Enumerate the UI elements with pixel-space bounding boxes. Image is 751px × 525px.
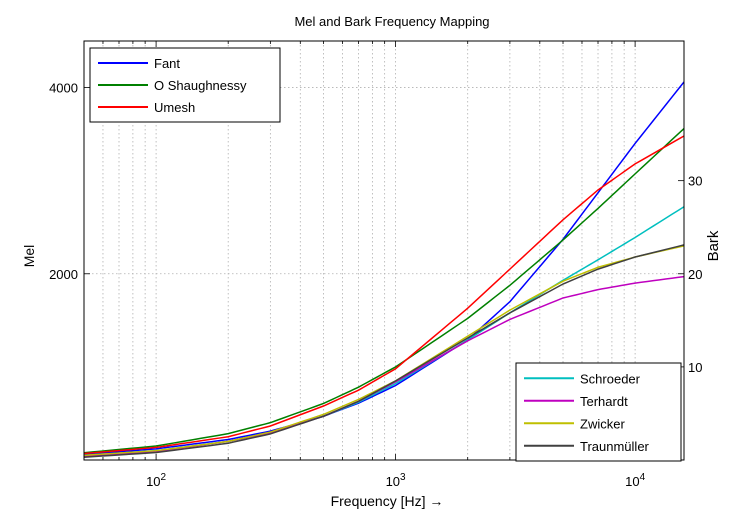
- series-line-oshaughnessy: [83, 127, 685, 454]
- legend-label: Fant: [154, 56, 180, 71]
- y-left-tick-label: 2000: [49, 267, 78, 282]
- series-lines: [83, 81, 685, 458]
- y-right-tick-label: 20: [688, 267, 702, 282]
- series-line-umesh: [83, 135, 685, 455]
- x-axis-label: Frequency [Hz] →: [331, 493, 444, 509]
- x-tick-label: 103: [386, 472, 406, 489]
- y-axis-label-right: Bark: [705, 230, 722, 261]
- chart-title: Mel and Bark Frequency Mapping: [294, 14, 489, 29]
- plot-frame: [83, 40, 685, 461]
- legend-label: Terhardt: [580, 394, 628, 409]
- tick-labels: 102 103 104 2000 4000 10 20 30: [49, 81, 702, 489]
- y-right-tick-label: 10: [688, 360, 702, 375]
- legend-bark: Schroeder Terhardt Zwicker Traunmüller: [515, 362, 682, 462]
- y-axis-label-left: Mel: [21, 245, 37, 268]
- x-tick-label: 104: [625, 472, 645, 489]
- legend-label: Schroeder: [580, 371, 641, 386]
- legend-label: O Shaughnessy: [154, 78, 247, 93]
- y-right-tick-label: 30: [688, 174, 702, 189]
- x-tick-label: 102: [146, 472, 166, 489]
- legend-label: Umesh: [154, 100, 195, 115]
- series-line-fant: [83, 81, 685, 456]
- y-left-tick-label: 4000: [49, 81, 78, 96]
- legend-label: Zwicker: [580, 416, 625, 431]
- series-line-traunmuller: [83, 244, 685, 458]
- legend-label: Traunmüller: [580, 439, 650, 454]
- legend-mel: Fant O Shaughnessy Umesh: [89, 47, 281, 123]
- legend-box: [515, 362, 682, 462]
